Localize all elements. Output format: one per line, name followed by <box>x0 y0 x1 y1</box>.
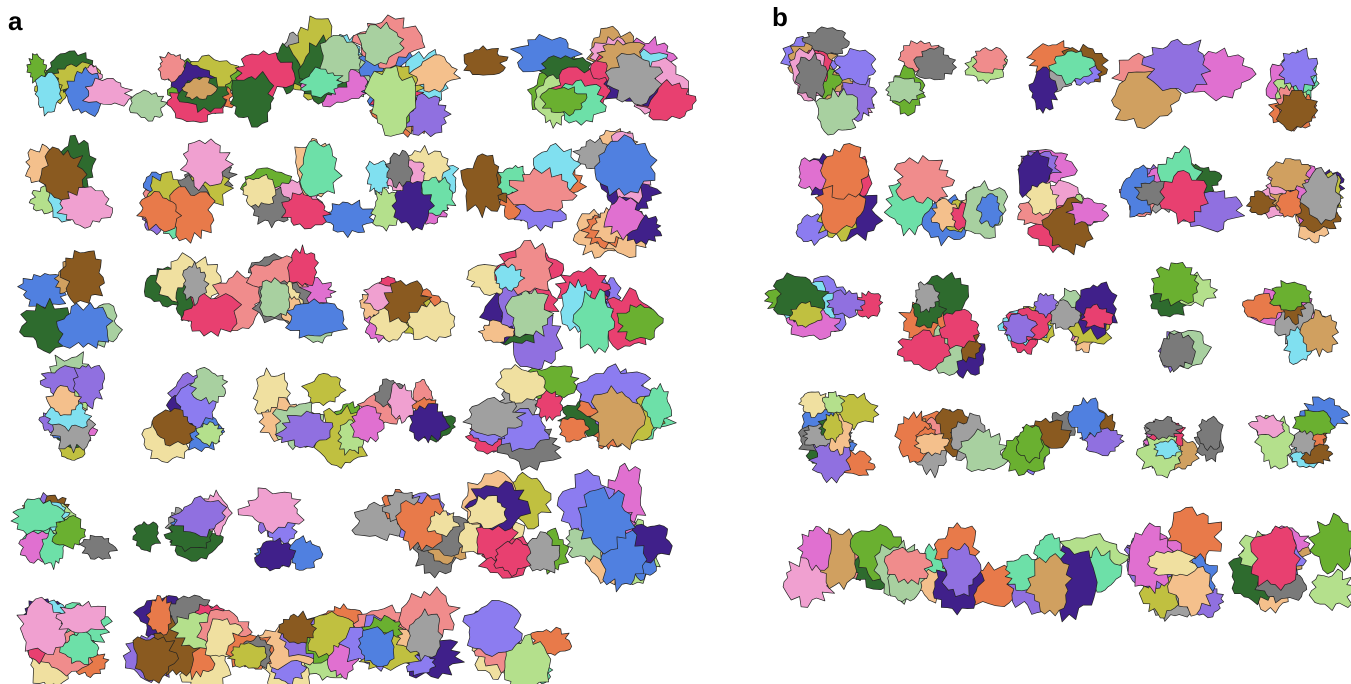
structure <box>874 523 1023 615</box>
structure <box>1112 39 1257 128</box>
structure <box>1266 48 1319 131</box>
domain-blob <box>238 488 304 534</box>
structure <box>144 253 264 337</box>
structure <box>886 41 1008 116</box>
structure <box>1150 262 1218 372</box>
structure <box>1124 507 1223 621</box>
domain-blob <box>408 404 451 443</box>
structure <box>339 587 465 679</box>
domain-blob <box>230 72 274 128</box>
structure <box>133 490 233 561</box>
structure <box>798 392 879 483</box>
structure <box>558 364 677 450</box>
structures <box>11 15 1351 684</box>
domain-blob <box>322 200 376 238</box>
structure <box>27 51 133 117</box>
structure <box>360 276 455 342</box>
domain-blob <box>133 522 161 553</box>
structure <box>796 144 883 246</box>
structure <box>897 272 985 378</box>
structure <box>781 27 877 135</box>
structure <box>1002 398 1124 476</box>
structure <box>461 143 587 231</box>
structure <box>573 129 662 259</box>
structure <box>1018 150 1109 255</box>
structure <box>555 267 663 353</box>
domain-blob <box>464 46 508 75</box>
structure <box>246 245 347 343</box>
structure <box>557 463 672 592</box>
domain-blob <box>1248 415 1284 438</box>
structure <box>459 470 569 578</box>
domain-blob <box>79 535 117 559</box>
structure <box>123 595 252 684</box>
structure <box>1119 146 1244 232</box>
domain-blob <box>60 251 104 304</box>
domain-blob <box>1309 569 1351 611</box>
domain-blob <box>255 538 296 571</box>
structure <box>11 493 118 570</box>
structure <box>1229 513 1351 613</box>
domain-blob <box>894 156 954 204</box>
structure <box>26 135 113 228</box>
domain-blob <box>972 47 1007 73</box>
structure <box>17 597 112 684</box>
structure <box>350 379 455 443</box>
structure <box>129 52 245 122</box>
structure <box>1246 159 1344 243</box>
structure <box>1248 397 1349 469</box>
structure <box>18 251 123 354</box>
domain-blob <box>260 278 290 318</box>
structure <box>998 282 1118 355</box>
figure: a b <box>0 0 1351 684</box>
domain-blob <box>129 90 167 121</box>
structure <box>463 600 572 684</box>
domain-blob <box>243 174 276 207</box>
panel-label: a <box>8 6 23 36</box>
structure <box>240 138 376 237</box>
domain-blob <box>302 373 346 405</box>
domain-blob <box>463 600 523 656</box>
structure <box>1027 41 1109 114</box>
domain-blob <box>1308 513 1351 574</box>
domain-blob <box>288 245 319 286</box>
structure <box>1136 416 1223 478</box>
panel-label: b <box>772 2 788 32</box>
structure <box>39 352 105 461</box>
structure <box>764 273 882 340</box>
structure <box>463 365 579 471</box>
structure <box>366 145 459 231</box>
structure <box>1242 280 1338 364</box>
structure <box>895 408 1009 478</box>
structure <box>142 367 228 462</box>
structure <box>230 16 376 127</box>
structure <box>467 240 564 369</box>
structure <box>238 488 323 571</box>
structure <box>1005 534 1129 622</box>
structure <box>253 368 368 469</box>
structure <box>137 139 237 243</box>
structure <box>884 156 1007 246</box>
structure <box>352 489 478 578</box>
